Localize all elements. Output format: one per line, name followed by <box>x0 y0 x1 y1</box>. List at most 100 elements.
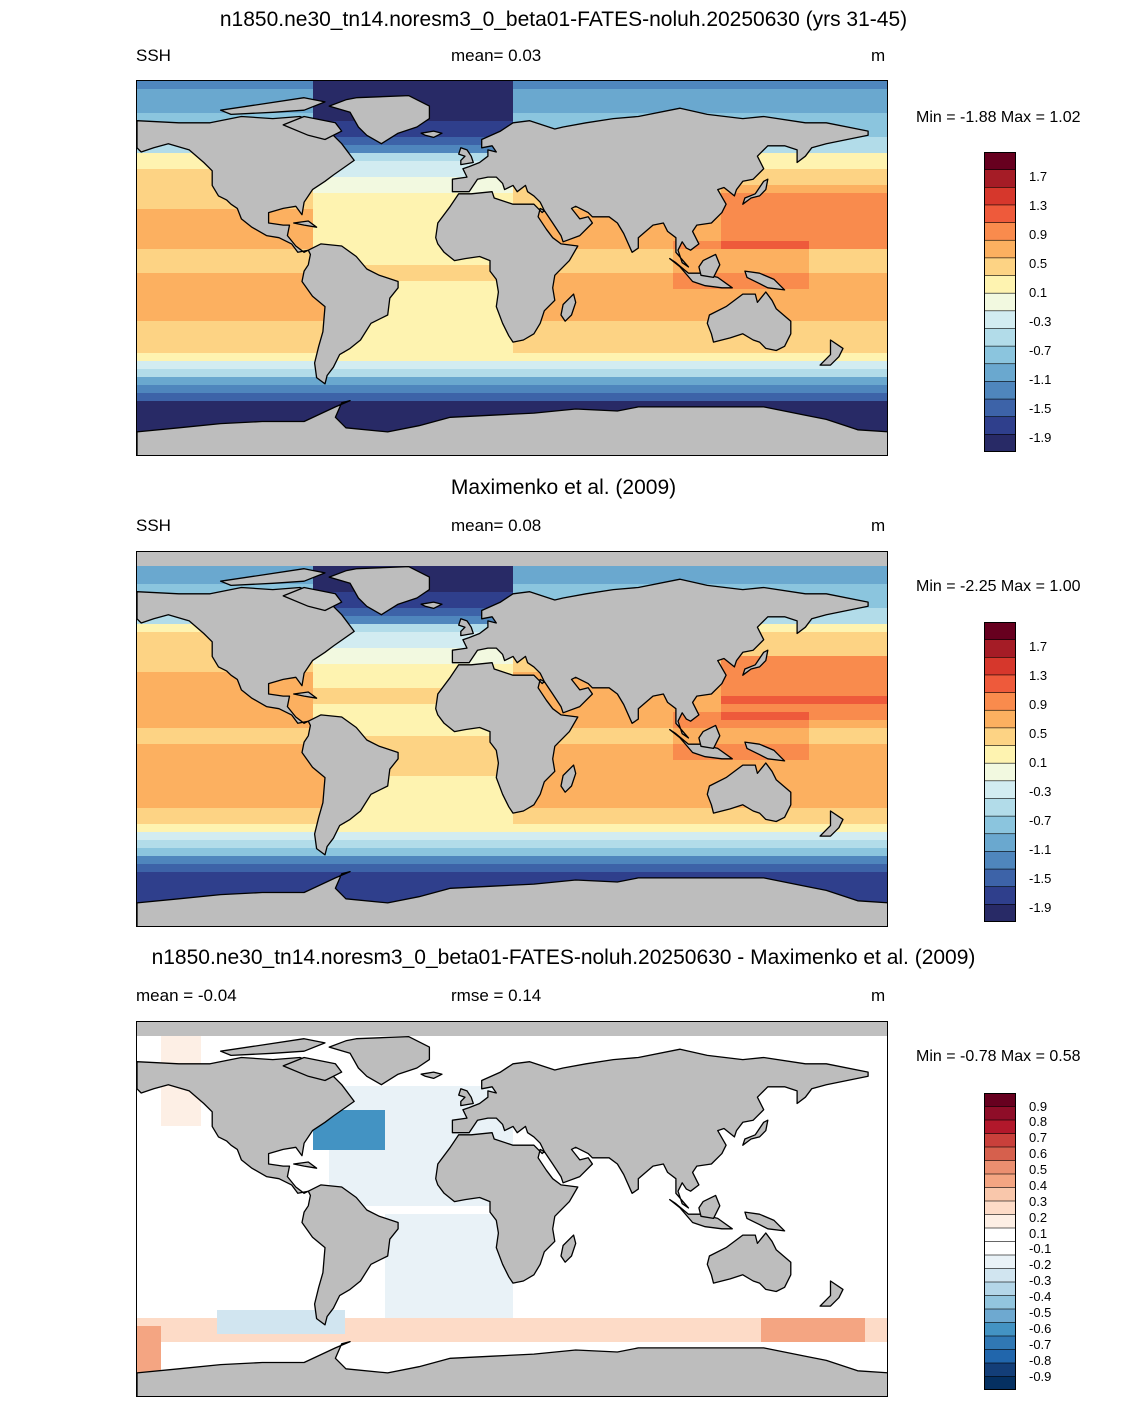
colorbar-swatch <box>984 656 1016 676</box>
colorbar-swatch <box>984 275 1016 294</box>
colorbar-tick-label: 0.1 <box>1029 754 1048 770</box>
colorbar-swatch <box>984 363 1016 383</box>
colorbar-tick-label: 1.3 <box>1029 197 1048 213</box>
panel-2-map <box>136 551 888 927</box>
colorbar-swatch <box>984 1093 1016 1108</box>
panel-1-min-max: Min = -1.88 Max = 1.02 <box>916 109 1081 126</box>
colorbar-swatch <box>984 1335 1016 1351</box>
panel-2-mean-label: mean= 0.08 <box>451 516 542 535</box>
colorbar-tick-label: 1.7 <box>1029 638 1048 654</box>
panel-3-rmse-label: rmse = 0.14 <box>451 986 542 1005</box>
colorbar-tick-label: -1.1 <box>1029 841 1052 857</box>
colorbar-swatch <box>984 1376 1016 1390</box>
colorbar-tick-label: -0.7 <box>1029 812 1052 828</box>
colorbar-tick-label: -0.3 <box>1029 1273 1052 1289</box>
colorbar-swatch <box>984 152 1016 171</box>
colorbar-tick-label: -0.8 <box>1029 1352 1052 1368</box>
panel-3-title: n1850.ne30_tn14.noresm3_0_beta01-FATES-n… <box>151 946 976 969</box>
colorbar-tick-label: -0.7 <box>1029 342 1052 358</box>
panel-3-map <box>136 1021 888 1397</box>
land <box>137 565 887 926</box>
colorbar-swatch <box>984 1322 1016 1337</box>
panel-3-colorbar <box>984 1093 1016 1390</box>
colorbar-swatch <box>984 1133 1016 1148</box>
colorbar-swatch <box>984 762 1016 782</box>
panel-1-map <box>136 80 888 456</box>
colorbar-swatch <box>984 1200 1016 1216</box>
colorbar-swatch <box>984 1227 1016 1243</box>
colorbar-swatch <box>984 1146 1016 1162</box>
colorbar-tick-label: 0.8 <box>1029 1114 1048 1130</box>
colorbar-swatch <box>984 1362 1016 1378</box>
panel-1-variable-label: SSH <box>136 46 171 65</box>
colorbar-swatch <box>984 815 1016 835</box>
colorbar-tick-label: 0.2 <box>1029 1209 1048 1225</box>
colorbar-swatch <box>984 1281 1016 1297</box>
colorbar-swatch <box>984 674 1016 694</box>
colorbar-swatch <box>984 639 1016 659</box>
arctic-mask <box>137 552 887 566</box>
colorbar-swatch <box>984 798 1016 817</box>
colorbar-tick-label: -1.9 <box>1029 899 1052 915</box>
colorbar-swatch <box>984 1187 1016 1202</box>
colorbar-swatch <box>984 292 1016 312</box>
colorbar-tick-label: 0.4 <box>1029 1177 1048 1193</box>
colorbar-tick-label: 0.1 <box>1029 284 1048 300</box>
colorbar-swatch <box>984 1268 1016 1283</box>
colorbar-tick-label: 0.3 <box>1029 1193 1048 1209</box>
colorbar-swatch <box>984 745 1016 764</box>
panel-3-units-label: m <box>871 986 886 1005</box>
colorbar-swatch <box>984 204 1016 224</box>
colorbar-swatch <box>984 868 1016 888</box>
colorbar-swatch <box>984 1295 1016 1310</box>
panel-2-colorbar <box>984 622 1016 922</box>
colorbar-tick-label: -0.3 <box>1029 783 1052 799</box>
panel-1-title: n1850.ne30_tn14.noresm3_0_beta01-FATES-n… <box>219 8 908 31</box>
colorbar-swatch <box>984 1173 1016 1189</box>
panel-3-min-max: Min = -0.78 Max = 0.58 <box>916 1048 1081 1065</box>
panel-2-min-max: Min = -2.25 Max = 1.00 <box>916 578 1081 595</box>
colorbar-swatch <box>984 1214 1016 1229</box>
panel-2-title: Maximenko et al. (2009) <box>450 476 677 499</box>
colorbar-swatch <box>984 186 1016 206</box>
colorbar-tick-label: 0.5 <box>1029 255 1048 271</box>
colorbar-tick-label: -1.5 <box>1029 870 1052 886</box>
panel-2-units-label: m <box>871 516 886 535</box>
land <box>137 94 887 455</box>
colorbar-swatch <box>984 1241 1016 1256</box>
colorbar-tick-label: 0.5 <box>1029 1162 1048 1178</box>
colorbar-tick-label: 0.6 <box>1029 1146 1048 1162</box>
colorbar-swatch <box>984 239 1016 259</box>
colorbar-swatch <box>984 1119 1016 1135</box>
colorbar-tick-label: -0.5 <box>1029 1304 1052 1320</box>
panel-2-variable-label: SSH <box>136 516 171 535</box>
colorbar-swatch <box>984 851 1016 870</box>
colorbar-tick-label: -0.1 <box>1029 1241 1052 1257</box>
colorbar-swatch <box>984 727 1016 747</box>
colorbar-swatch <box>984 904 1016 922</box>
colorbar-tick-label: 1.7 <box>1029 168 1048 184</box>
colorbar-swatch <box>984 257 1016 277</box>
colorbar-tick-label: -1.5 <box>1029 400 1052 416</box>
panel-1-units-label: m <box>871 46 886 65</box>
colorbar-tick-label: -0.9 <box>1029 1368 1052 1384</box>
colorbar-swatch <box>984 1308 1016 1324</box>
colorbar-tick-label: -0.4 <box>1029 1289 1052 1305</box>
colorbar-tick-label: -0.2 <box>1029 1257 1052 1273</box>
arctic-mask <box>137 1022 887 1036</box>
colorbar-tick-label: 0.7 <box>1029 1130 1048 1146</box>
panel-1-mean-label: mean= 0.03 <box>451 46 542 65</box>
colorbar-tick-label: 0.5 <box>1029 725 1048 741</box>
colorbar-tick-label: -1.1 <box>1029 371 1052 387</box>
colorbar-swatch <box>984 381 1016 400</box>
colorbar-tick-label: 1.3 <box>1029 667 1048 683</box>
panel-3-mean-label: mean = -0.04 <box>136 986 237 1005</box>
colorbar-swatch <box>984 434 1016 452</box>
colorbar-swatch <box>984 1254 1016 1270</box>
colorbar-tick-label: -0.7 <box>1029 1336 1052 1352</box>
land <box>137 1035 887 1396</box>
colorbar-swatch <box>984 886 1016 906</box>
colorbar-swatch <box>984 780 1016 800</box>
colorbar-swatch <box>984 328 1016 347</box>
colorbar-swatch <box>984 222 1016 242</box>
